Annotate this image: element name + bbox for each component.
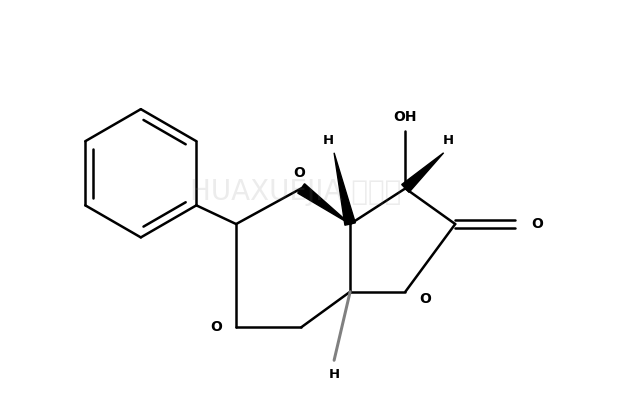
Polygon shape	[298, 184, 350, 224]
Text: O: O	[419, 292, 431, 306]
Text: HUAXUEJIA 化学加: HUAXUEJIA 化学加	[190, 178, 401, 206]
Text: O: O	[211, 320, 223, 334]
Text: H: H	[328, 368, 340, 381]
Text: O: O	[531, 217, 543, 231]
Polygon shape	[334, 153, 355, 225]
Text: H: H	[322, 134, 333, 146]
Text: H: H	[443, 134, 454, 146]
Text: OH: OH	[394, 110, 417, 124]
Polygon shape	[402, 153, 443, 192]
Text: O: O	[293, 166, 305, 180]
